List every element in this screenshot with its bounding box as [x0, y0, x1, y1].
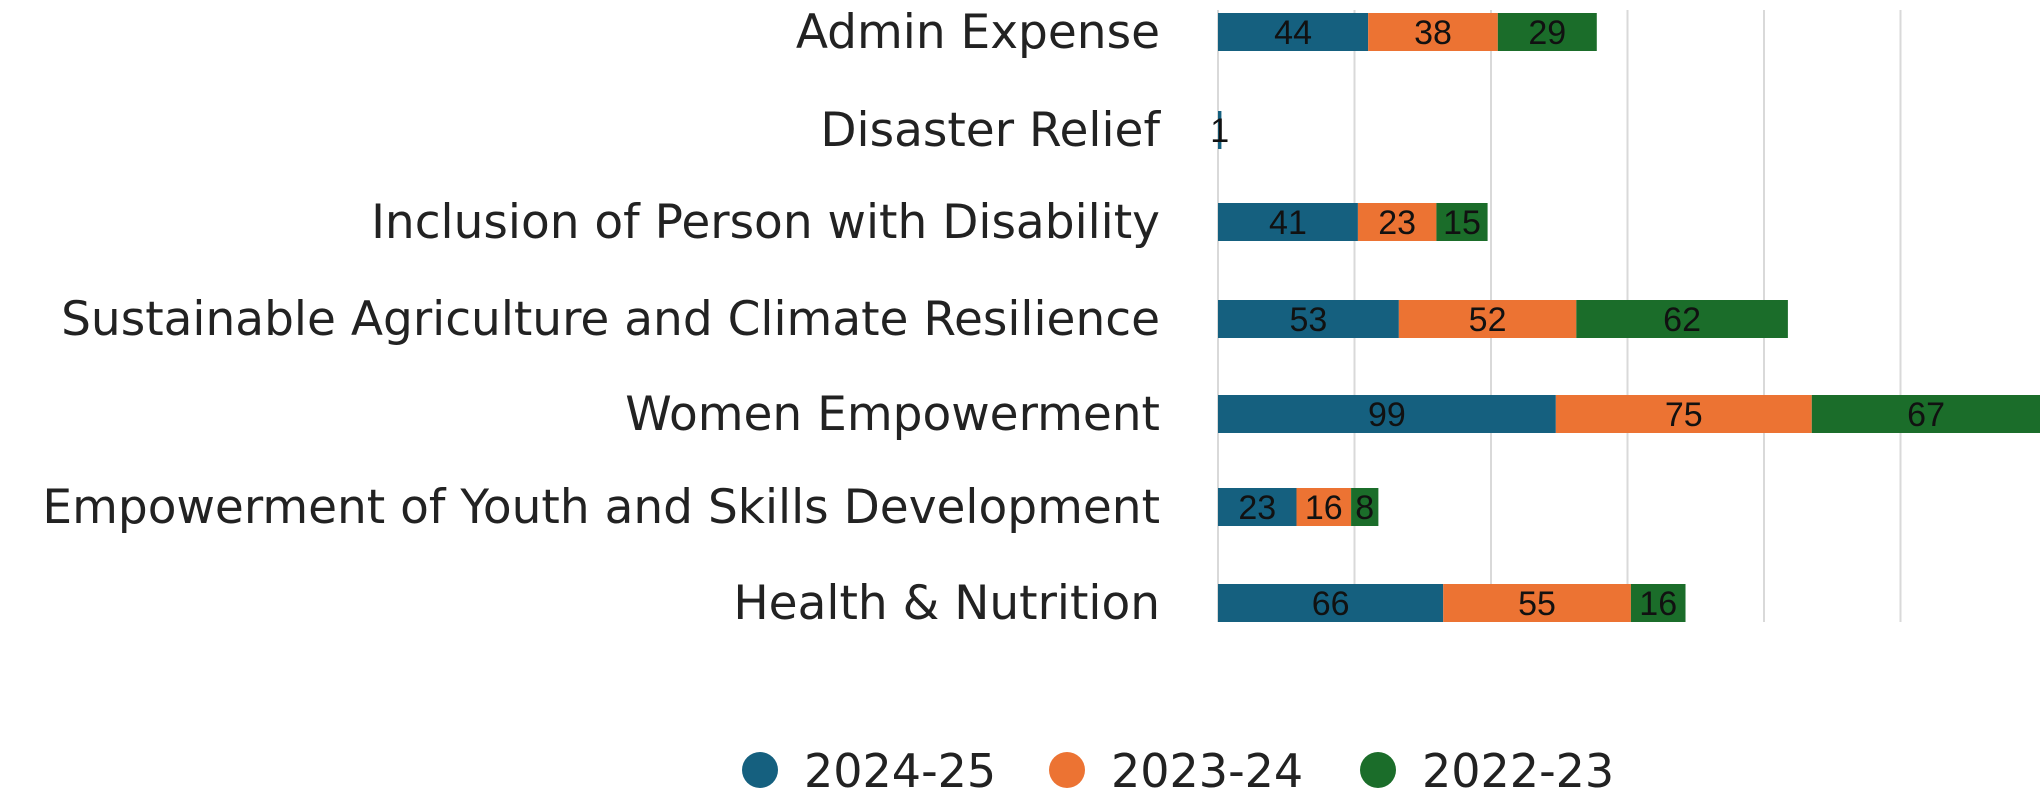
data-label-health-and-nutrition-2022-23: 16	[1639, 585, 1677, 623]
data-label-empowerment-of-youth-and-skills-development-2023-24: 16	[1305, 489, 1343, 527]
bar-admin-expense-2023-24	[1368, 13, 1498, 51]
data-label-sustainable-agriculture-and-climate-resilience-2024-25: 53	[1290, 301, 1328, 339]
bar-sustainable-agriculture-and-climate-resilience-2024-25	[1218, 300, 1399, 338]
bar-sustainable-agriculture-and-climate-resilience-2022-23	[1576, 300, 1788, 338]
bar-sustainable-agriculture-and-climate-resilience-2023-24	[1398, 300, 1577, 338]
data-label-empowerment-of-youth-and-skills-development-2022-23: 8	[1355, 489, 1374, 527]
bars	[1218, 13, 2040, 622]
legend-label-2022-23: 2022-23	[1422, 744, 1614, 798]
bar-inclusion-of-person-with-disability-2023-24	[1357, 203, 1437, 241]
bar-women-empowerment-2022-23	[1811, 395, 2040, 433]
legend-item-2023-24: 2023-24	[1049, 744, 1303, 798]
data-label-admin-expense-2024-25: 44	[1274, 14, 1312, 52]
legend-label-2023-24: 2023-24	[1111, 744, 1303, 798]
bar-empowerment-of-youth-and-skills-development-2023-24	[1296, 488, 1352, 526]
category-label-sustainable-agriculture-and-climate-resilience: Sustainable Agriculture and Climate Resi…	[61, 292, 1160, 347]
bar-inclusion-of-person-with-disability-2022-23	[1436, 203, 1488, 241]
data-label-inclusion-of-person-with-disability-2022-23: 15	[1443, 204, 1481, 242]
bar-admin-expense-2024-25	[1218, 13, 1369, 51]
data-label-women-empowerment-2023-24: 75	[1665, 396, 1703, 434]
data-label-women-empowerment-2022-23: 67	[1907, 396, 1945, 434]
data-label-sustainable-agriculture-and-climate-resilience-2022-23: 62	[1663, 301, 1701, 339]
bar-women-empowerment-2023-24	[1555, 395, 1812, 433]
category-labels: Admin Expense Disaster Relief Inclusion of…	[42, 5, 1161, 631]
bar-disaster-relief-2024-25	[1218, 111, 1222, 149]
category-label-admin-expense: Admin Expense	[796, 5, 1160, 60]
legend-marker-2022-23	[1360, 752, 1396, 788]
category-label-disaster-relief: Disaster Relief	[820, 103, 1161, 158]
bar-admin-expense-2022-23	[1497, 13, 1597, 51]
legend: 2024-25 2023-24 2022-23	[742, 744, 1614, 798]
legend-item-2024-25: 2024-25	[742, 744, 996, 798]
data-label-empowerment-of-youth-and-skills-development-2024-25: 23	[1238, 489, 1276, 527]
bar-health-and-nutrition-2022-23	[1630, 584, 1686, 622]
bar-empowerment-of-youth-and-skills-development-2022-23	[1351, 488, 1379, 526]
category-label-empowerment-of-youth-and-skills-development: Empowerment of Youth and Skills Developm…	[42, 480, 1160, 535]
bar-women-empowerment-2024-25	[1218, 395, 1556, 433]
data-label-admin-expense-2023-24: 38	[1414, 14, 1452, 52]
bar-empowerment-of-youth-and-skills-development-2024-25	[1218, 488, 1297, 526]
category-label-inclusion-of-person-with-disability: Inclusion of Person with Disability	[371, 195, 1160, 250]
legend-item-2022-23: 2022-23	[1360, 744, 1614, 798]
legend-label-2024-25: 2024-25	[804, 744, 996, 798]
bar-inclusion-of-person-with-disability-2024-25	[1218, 203, 1358, 241]
bar-health-and-nutrition-2023-24	[1443, 584, 1631, 622]
data-label-health-and-nutrition-2024-25: 66	[1312, 585, 1350, 623]
category-label-women-empowerment: Women Empowerment	[625, 387, 1160, 442]
category-label-health-and-nutrition: Health & Nutrition	[733, 576, 1160, 631]
data-label-women-empowerment-2024-25: 99	[1368, 396, 1406, 434]
bar-health-and-nutrition-2024-25	[1218, 584, 1444, 622]
data-label-health-and-nutrition-2023-24: 55	[1518, 585, 1556, 623]
data-label-inclusion-of-person-with-disability-2024-25: 41	[1269, 204, 1307, 242]
legend-marker-2024-25	[742, 752, 778, 788]
data-label-disaster-relief-2024-25: 1	[1210, 112, 1229, 150]
legend-marker-2023-24	[1049, 752, 1085, 788]
data-label-inclusion-of-person-with-disability-2023-24: 23	[1378, 204, 1416, 242]
data-labels: 44 38 29 1 41 23 15 53 52 62 99 75 67 23 16 8 66 55 16	[1210, 14, 1945, 623]
data-label-admin-expense-2022-23: 29	[1528, 14, 1566, 52]
data-label-sustainable-agriculture-and-climate-resilience-2023-24: 52	[1469, 301, 1507, 339]
